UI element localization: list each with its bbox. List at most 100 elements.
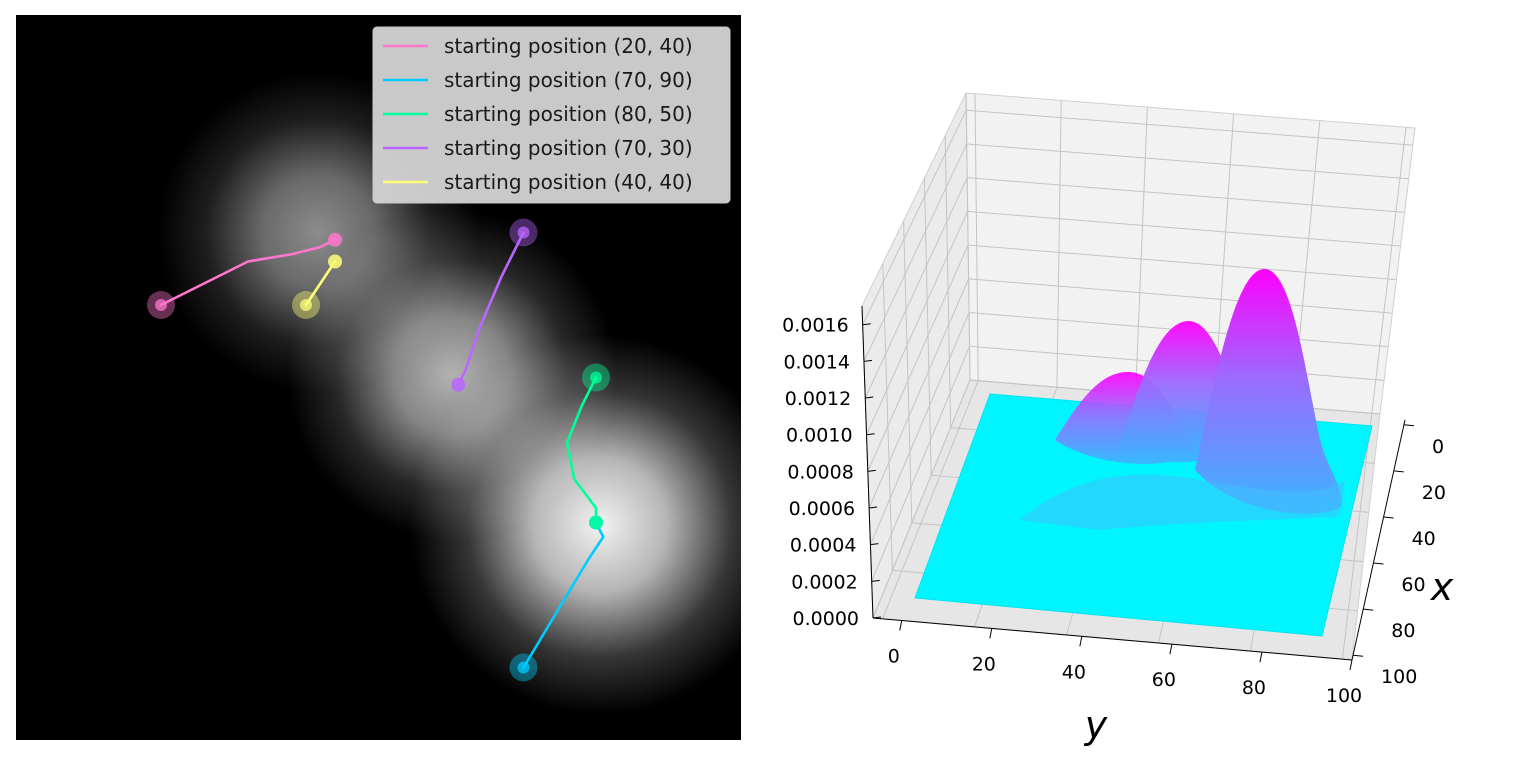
legend: starting position (20, 40) starting posit… (372, 26, 731, 204)
x-tick (1403, 424, 1414, 427)
y-tick-label: 60 (1152, 669, 1176, 691)
start-marker (517, 661, 530, 674)
x-tick-label: 80 (1391, 620, 1415, 642)
y-tick (989, 628, 993, 639)
gridline (869, 312, 970, 545)
gridline (864, 177, 968, 399)
y-tick-label: 20 (972, 653, 996, 675)
z-tick (862, 323, 871, 326)
surface-peak-tall (1195, 268, 1342, 514)
gridline (863, 143, 968, 362)
gridline (1341, 413, 1373, 660)
y-tick (1169, 644, 1173, 655)
z-tick-label: 0.0004 (790, 535, 856, 557)
legend-entry: starting position (70, 90) (444, 68, 693, 92)
x-tick-label: 0 (1432, 436, 1444, 458)
gridline (866, 211, 969, 435)
z-tick-label: 0.0006 (789, 498, 855, 520)
start-marker (517, 226, 530, 239)
x-tick-label: 20 (1422, 482, 1446, 504)
surface-ridge (1020, 474, 1345, 530)
gridline (944, 135, 952, 428)
legend-entry: starting position (40, 40) (444, 170, 693, 194)
surface-plot-panel: 0.0000 0.0002 0.0004 0.0006 0.0008 0.0010 0.00… (782, 92, 1454, 747)
x-axis-label: x (1430, 565, 1454, 609)
end-marker (589, 515, 603, 530)
y-tick (1079, 636, 1083, 647)
gridline (966, 143, 1409, 180)
start-marker (590, 371, 602, 384)
gridline (965, 92, 971, 381)
gridline (868, 278, 970, 509)
z-tick-label: 0.0002 (791, 571, 857, 593)
z-tick-label: 0.0014 (783, 351, 849, 373)
z-tick-label: 0.0008 (787, 461, 853, 483)
z-tick (867, 469, 876, 472)
x-tick (1383, 516, 1394, 519)
end-marker (328, 232, 342, 247)
z-tick-label: 0.0016 (782, 315, 848, 337)
x-tick (1373, 562, 1384, 565)
legend-entry: starting position (20, 40) (444, 34, 693, 58)
gridline (903, 220, 913, 523)
start-marker (300, 299, 312, 311)
trajectory-line (456, 231, 525, 387)
y-tick (1349, 659, 1353, 671)
y-tick (899, 620, 903, 631)
gridline (967, 177, 1405, 213)
gridline (867, 244, 969, 472)
gridline (862, 110, 967, 325)
end-marker (328, 254, 342, 269)
gridline (1056, 100, 1062, 388)
y-tick-label: 80 (1242, 677, 1266, 699)
z-tick (863, 359, 873, 362)
z-tick-label: 0.0012 (785, 388, 851, 410)
z-tick (869, 506, 878, 509)
gridline (882, 263, 893, 571)
y-tick (1259, 652, 1263, 663)
x-tick (1353, 654, 1364, 657)
gridline (974, 93, 979, 381)
end-marker (451, 377, 466, 392)
axis-ticks: 0.0000 0.0002 0.0004 0.0006 0.0008 0.0010 0.00… (782, 315, 1446, 707)
x-tick (1393, 470, 1404, 473)
z-axis-line (861, 305, 874, 619)
trajectory-line (304, 260, 337, 307)
z-tick (872, 616, 882, 619)
blob-3 (410, 335, 741, 715)
y-axis-label: y (1084, 703, 1108, 747)
x-tick-label: 60 (1401, 574, 1425, 596)
gridline (968, 244, 1397, 281)
trajectories (147, 218, 610, 682)
legend-box (372, 26, 731, 204)
trajectory-line (159, 238, 337, 307)
z-tick (870, 543, 879, 546)
gridline (967, 210, 1401, 247)
y-tick-label: 40 (1062, 661, 1086, 683)
y-tick-label: 100 (1326, 685, 1362, 707)
start-marker (155, 299, 167, 311)
gridline (966, 109, 1413, 146)
gridline (923, 178, 932, 476)
x-axis-line (1351, 419, 1406, 661)
gridline (871, 346, 970, 582)
legend-entry: starting position (80, 50) (444, 102, 693, 126)
z-tick-label: 0.0010 (786, 425, 852, 447)
x-tick-label: 100 (1381, 666, 1417, 688)
trajectory-line (565, 376, 598, 524)
gridline (1135, 107, 1148, 394)
x-tick-label: 40 (1412, 528, 1436, 550)
z-tick (865, 396, 874, 399)
gridline (968, 278, 1393, 314)
z-tick (871, 579, 880, 582)
z-tick-label: 0.0000 (793, 608, 859, 630)
gridline (882, 380, 979, 620)
trajectory-line (522, 521, 605, 669)
legend-entry: starting position (70, 30) (444, 136, 693, 160)
z-tick (866, 433, 875, 436)
y-axis-line (872, 617, 1353, 661)
gridline (1371, 127, 1407, 414)
y-tick-label: 0 (888, 646, 900, 668)
x-tick (1363, 608, 1374, 611)
